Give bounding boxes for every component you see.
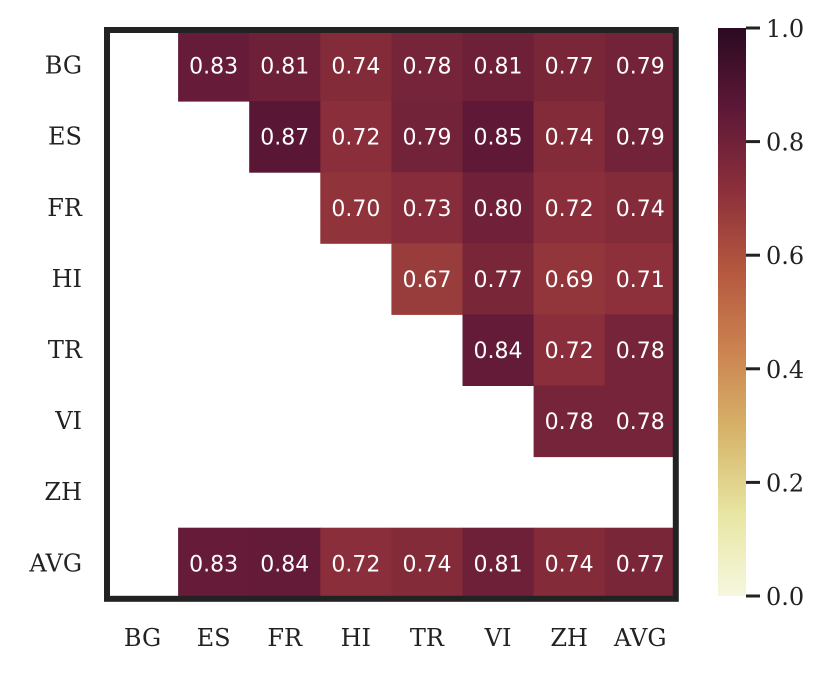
- y-tick-label-fr: FR: [47, 194, 83, 222]
- cell-value-label: 0.78: [545, 410, 594, 435]
- heatmap-cell-es-vi: [462, 101, 535, 173]
- cell-value-label: 0.69: [545, 268, 594, 293]
- cell-value-label: 0.77: [616, 552, 665, 577]
- y-tick-label-bg: BG: [45, 52, 82, 80]
- x-tick-label-bg: BG: [124, 624, 161, 652]
- cell-value-label: 0.77: [474, 268, 523, 293]
- heatmap-cell-fr-avg: [604, 172, 677, 244]
- cell-value-label: 0.79: [616, 55, 665, 80]
- cell-value-label: 0.87: [260, 126, 309, 151]
- colorbar-tick-label: 1.0: [766, 15, 804, 43]
- heatmap-cell-es-avg: [604, 101, 677, 173]
- cell-value-label: 0.72: [545, 197, 594, 222]
- heatmap-cell-labels: 0.83 0.81 0.74 0.78 0.81 0.77 0.79 0.87 0.72 0.79…: [189, 55, 665, 578]
- cell-value-label: 0.67: [402, 268, 451, 293]
- cell-value-label: 0.78: [402, 55, 451, 80]
- cell-value-label: 0.77: [545, 55, 594, 80]
- y-tick-label-vi: VI: [54, 407, 82, 435]
- colorbar-ticks: 0.0 0.2 0.4 0.6 0.8 1.0: [746, 15, 804, 611]
- colorbar-tick-label: 0.0: [766, 583, 804, 611]
- cell-value-label: 0.72: [331, 126, 380, 151]
- y-tick-label-zh: ZH: [44, 478, 82, 506]
- colorbar-tick-label: 0.2: [766, 469, 804, 497]
- heatmap-cell-avg-es: [178, 527, 250, 600]
- heatmap-cell-es-tr: [391, 101, 463, 173]
- x-tick-label-fr: FR: [267, 624, 303, 652]
- heatmap-cell-fr-zh: [533, 172, 606, 244]
- colorbar-tick-label: 0.6: [766, 242, 804, 270]
- heatmap-cell-bg-fr: [249, 30, 321, 102]
- colorbar: [718, 28, 746, 596]
- x-tick-label-es: ES: [197, 624, 231, 652]
- heatmap-cell-es-fr: [249, 101, 321, 173]
- cell-value-label: 0.72: [545, 339, 594, 364]
- x-tick-label-zh: ZH: [550, 624, 588, 652]
- cell-value-label: 0.80: [474, 197, 523, 222]
- heatmap-cell-avg-tr: [391, 527, 463, 600]
- x-tick-label-avg: AVG: [613, 624, 667, 652]
- heatmap-cell-tr-vi: [462, 314, 535, 386]
- heatmap-cell-avg-avg: [604, 527, 677, 600]
- heatmap-cell-bg-vi: [462, 30, 535, 102]
- heatmap-cell-tr-zh: [533, 314, 606, 386]
- heatmap-cells: [178, 30, 677, 600]
- heatmap-cell-vi-avg: [604, 385, 677, 458]
- cell-value-label: 0.84: [474, 339, 523, 364]
- heatmap-cell-hi-zh: [533, 243, 606, 315]
- heatmap-cell-avg-vi: [462, 527, 535, 600]
- cell-value-label: 0.79: [402, 126, 451, 151]
- cell-value-label: 0.74: [402, 552, 451, 577]
- heatmap-cell-tr-avg: [604, 314, 677, 386]
- cell-value-label: 0.85: [474, 126, 523, 151]
- cell-value-label: 0.84: [260, 552, 309, 577]
- cell-value-label: 0.73: [402, 197, 451, 222]
- cell-value-label: 0.71: [616, 268, 665, 293]
- y-tick-label-avg: AVG: [28, 549, 82, 577]
- colorbar-tick-label: 0.4: [766, 356, 804, 384]
- heatmap-cell-bg-zh: [533, 30, 606, 102]
- cell-value-label: 0.78: [616, 410, 665, 435]
- cell-value-label: 0.83: [189, 55, 238, 80]
- y-tick-label-hi: HI: [52, 265, 82, 293]
- heatmap-cell-fr-vi: [462, 172, 535, 244]
- heatmap-cell-fr-hi: [320, 172, 392, 244]
- heatmap-cell-hi-avg: [604, 243, 677, 315]
- heatmap-cell-es-hi: [320, 101, 392, 173]
- heatmap-cell-hi-vi: [462, 243, 535, 315]
- cell-value-label: 0.81: [474, 552, 523, 577]
- cell-value-label: 0.74: [545, 126, 594, 151]
- heatmap-cell-bg-tr: [391, 30, 463, 102]
- y-tick-label-tr: TR: [48, 336, 83, 364]
- heatmap-cell-avg-fr: [249, 527, 321, 600]
- cell-value-label: 0.74: [616, 197, 665, 222]
- y-axis-tick-labels: BG ES FR HI TR VI ZH AVG: [28, 52, 83, 578]
- cell-value-label: 0.81: [260, 55, 309, 80]
- cell-value-label: 0.83: [189, 552, 238, 577]
- x-tick-label-hi: HI: [341, 624, 371, 652]
- colorbar-tick-label: 0.8: [766, 129, 804, 157]
- y-tick-label-es: ES: [48, 123, 82, 151]
- cell-value-label: 0.74: [331, 55, 380, 80]
- heatmap-cell-avg-hi: [320, 527, 392, 600]
- heatmap-cell-es-zh: [533, 101, 606, 173]
- heatmap-frame: [104, 27, 679, 602]
- cell-value-label: 0.70: [331, 197, 380, 222]
- heatmap-cell-bg-hi: [320, 30, 392, 102]
- heatmap-cell-bg-avg: [604, 30, 677, 102]
- cell-value-label: 0.74: [545, 552, 594, 577]
- heatmap-cell-hi-tr: [391, 243, 463, 315]
- heatmap-cell-vi-zh: [533, 385, 606, 458]
- x-tick-label-vi: VI: [484, 624, 512, 652]
- cell-value-label: 0.78: [616, 339, 665, 364]
- heatmap-cell-fr-tr: [391, 172, 463, 244]
- x-axis-tick-labels: BG ES FR HI TR VI ZH AVG: [124, 624, 667, 652]
- heatmap-cell-bg-es: [178, 30, 250, 102]
- heatmap-cell-avg-zh: [533, 527, 606, 600]
- x-tick-label-tr: TR: [410, 624, 445, 652]
- cell-value-label: 0.79: [616, 126, 665, 151]
- cell-value-label: 0.81: [474, 55, 523, 80]
- cell-value-label: 0.72: [331, 552, 380, 577]
